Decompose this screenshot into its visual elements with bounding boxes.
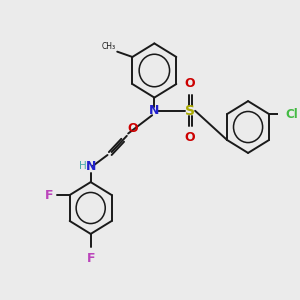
Text: S: S — [185, 104, 195, 118]
Text: O: O — [185, 77, 196, 90]
Text: CH₃: CH₃ — [102, 42, 116, 51]
Text: F: F — [86, 252, 95, 265]
Text: N: N — [85, 160, 96, 173]
Text: F: F — [45, 188, 53, 202]
Text: H: H — [79, 161, 86, 172]
Text: Cl: Cl — [286, 108, 298, 121]
Text: O: O — [185, 131, 196, 144]
Text: N: N — [149, 104, 160, 117]
Text: O: O — [128, 122, 138, 135]
